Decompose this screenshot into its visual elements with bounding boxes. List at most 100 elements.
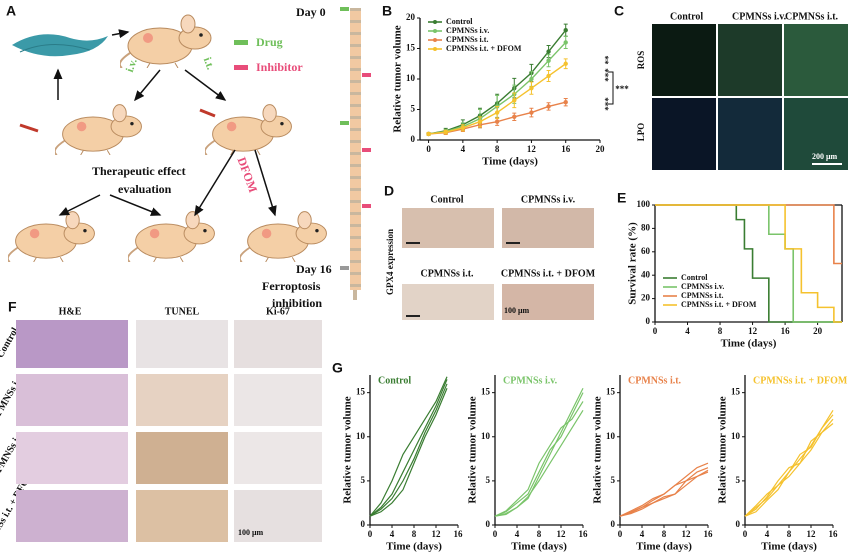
x-axis-label: Time (days) [482, 156, 538, 168]
chart-title: CPMNSs i.v. [503, 375, 558, 386]
arrows [53, 29, 277, 217]
scale-bar-label: 100 μm [504, 306, 530, 315]
point [494, 119, 500, 124]
legend-label: CPMNSs i.v. [446, 26, 489, 35]
chart-title: CPMNSs i.t. [628, 375, 682, 386]
line [369, 376, 448, 517]
syringe [19, 123, 39, 133]
y-axis-label: Relative tumor volume [592, 396, 604, 503]
x-tick-label: 4 [685, 326, 690, 336]
point [512, 114, 517, 120]
point [529, 110, 534, 115]
column-label: H&E [59, 306, 82, 317]
y-axis-label: Relative tumor volume [467, 396, 479, 503]
y-tick-label: 15 [606, 387, 616, 397]
column-label: Control [670, 11, 703, 22]
survival-line [655, 204, 842, 323]
cells [12, 34, 108, 57]
point [546, 58, 551, 63]
mouse [205, 103, 293, 155]
micrograph [652, 24, 716, 96]
x-tick-label: 16 [829, 529, 839, 539]
y-tick-label: 5 [611, 475, 616, 485]
panel-letter: E [617, 190, 626, 206]
step-label: evaluation [118, 182, 172, 196]
legend-swatch [433, 38, 437, 42]
legend-label: Drug [256, 35, 283, 49]
x-tick-label: 4 [461, 144, 466, 154]
x-tick-label: 16 [781, 326, 791, 336]
x-tick-label: 12 [527, 144, 537, 154]
x-tick-label: 16 [704, 529, 714, 539]
micrograph [784, 24, 848, 96]
column-label: Ki-67 [266, 306, 290, 317]
y-tick-label: 100 [637, 199, 651, 209]
route-label: i.v. [124, 57, 140, 74]
chart-title: CPMNSs i.t. + DFOM [753, 375, 848, 386]
y-axis-label: Relative tumor volume [392, 25, 404, 132]
point [529, 85, 534, 91]
point [546, 73, 551, 79]
mouse [8, 210, 96, 262]
x-tick-label: 0 [368, 529, 373, 539]
legend-swatch [433, 20, 437, 24]
y-tick-label: 10 [606, 431, 616, 441]
step-label: inhibition [272, 296, 322, 310]
x-tick-label: 4 [765, 529, 770, 539]
x-tick-label: 0 [618, 529, 623, 539]
point [563, 28, 568, 33]
y-tick-label: 15 [356, 387, 366, 397]
column-label: TUNEL [165, 306, 200, 317]
line [744, 423, 834, 517]
image-label: CPMNSs i.v. [521, 194, 576, 205]
point [546, 49, 551, 54]
x-axis-label: Time (days) [511, 541, 567, 552]
y-tick-label: 0 [646, 316, 651, 326]
annotation: *** [600, 68, 610, 82]
y-tick-label: 60 [641, 246, 651, 256]
y-axis-label: Survival rate (%) [627, 222, 639, 305]
micrograph [402, 284, 494, 320]
micrograph [784, 98, 848, 170]
x-axis-label: Time (days) [636, 541, 692, 552]
step-label: Therapeutic effect [92, 164, 186, 178]
micrograph [502, 208, 594, 248]
micrograph [718, 98, 782, 170]
legend-label: CPMNSs i.t. + DFOM [681, 300, 757, 309]
scale-bar-label: 200 μm [812, 152, 838, 161]
y-tick-label: 0 [736, 519, 741, 529]
survival-line [655, 204, 842, 323]
y-tick-label: 15 [406, 43, 416, 53]
row-label: LPO [636, 123, 646, 142]
x-tick-label: 0 [653, 326, 658, 336]
day-label: Day 16 [296, 262, 332, 276]
y-tick-label: 5 [736, 475, 741, 485]
legend-label: CPMNSs i.t. [446, 35, 488, 44]
x-tick-label: 16 [454, 529, 464, 539]
panel-letter: A [6, 3, 16, 19]
axis-label: GPX4 expression [385, 229, 395, 295]
x-tick-label: 0 [743, 529, 748, 539]
x-tick-label: 12 [807, 529, 817, 539]
x-tick-label: 4 [515, 529, 520, 539]
legend-label: CPMNSs i.v. [681, 282, 724, 291]
panel-letter: F [8, 299, 17, 315]
mouse [240, 210, 328, 262]
line [744, 409, 834, 517]
y-tick-label: 15 [731, 387, 741, 397]
line [494, 387, 584, 517]
y-tick-label: 15 [481, 387, 491, 397]
y-tick-label: 0 [361, 519, 366, 529]
x-tick-label: 20 [813, 326, 823, 336]
x-tick-label: 4 [390, 529, 395, 539]
step-label: Ferroptosis [262, 279, 321, 293]
x-tick-label: 16 [579, 529, 589, 539]
y-tick-label: 0 [611, 519, 616, 529]
line [744, 414, 834, 517]
y-tick-label: 20 [406, 12, 416, 22]
micrograph [652, 98, 716, 170]
panel-letter: B [382, 3, 392, 19]
legend-label: CPMNSs i.t. + DFOM [446, 44, 522, 53]
y-tick-label: 5 [411, 104, 416, 114]
